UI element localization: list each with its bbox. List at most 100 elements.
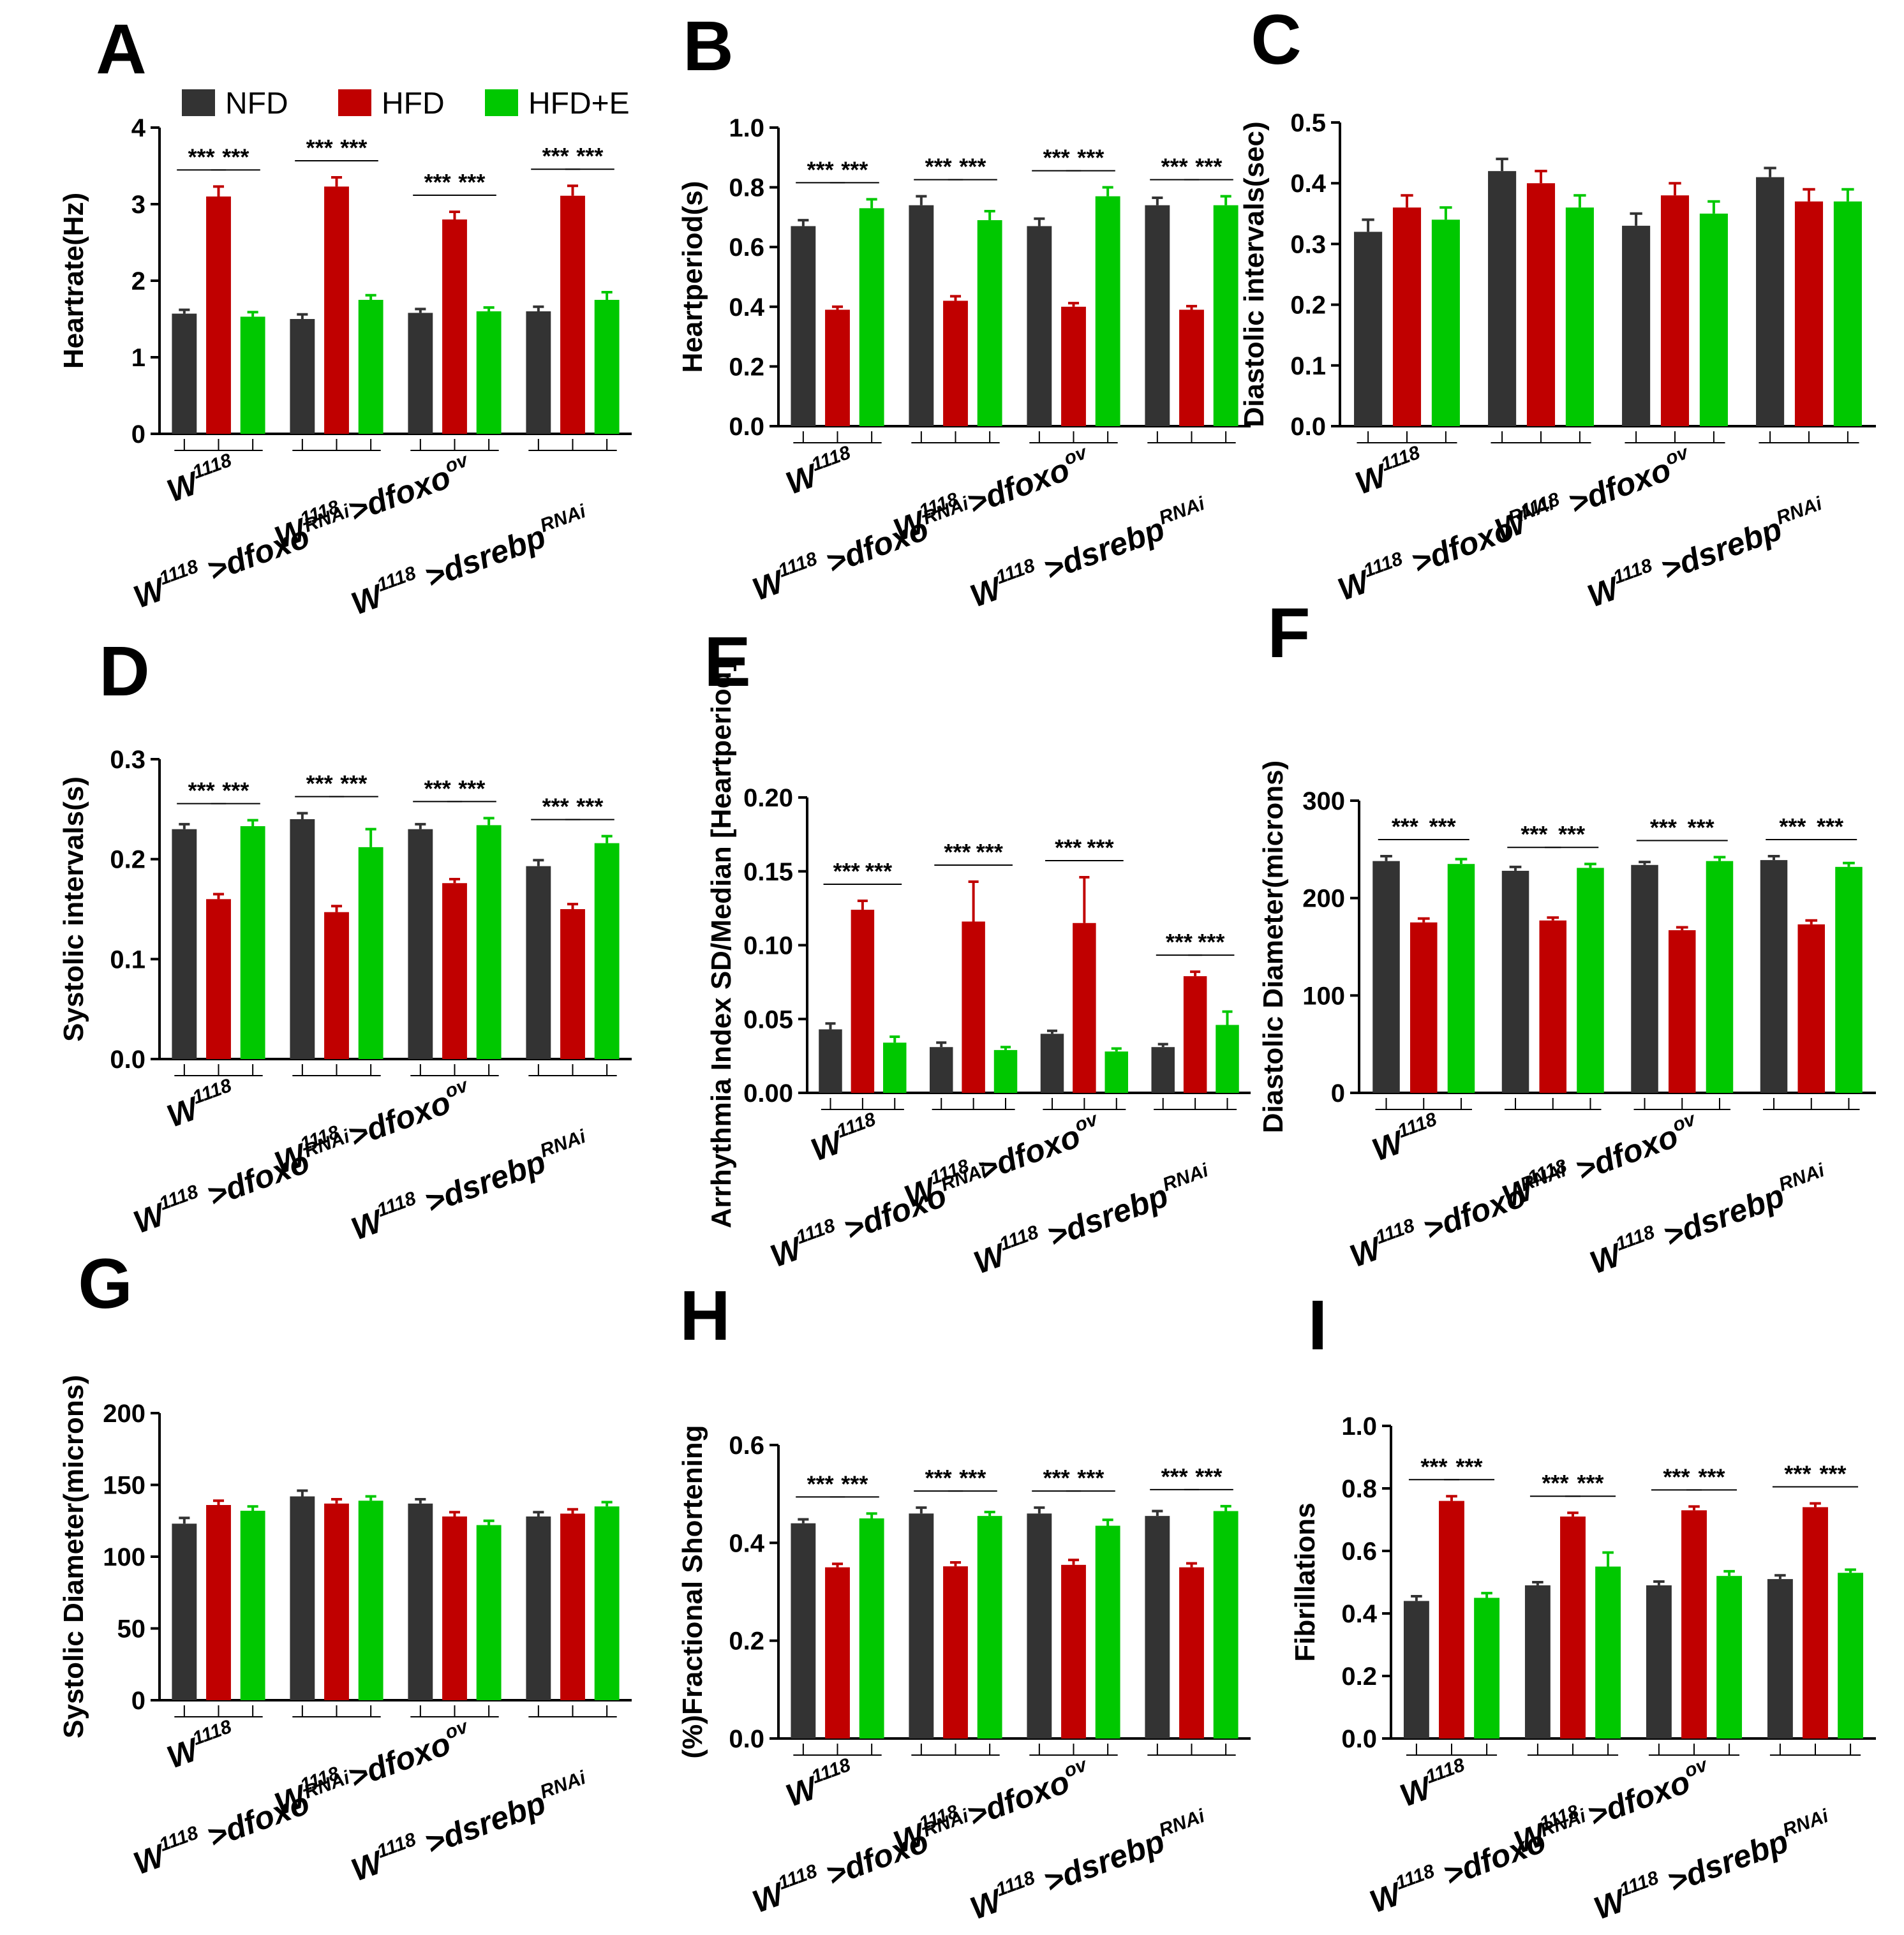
significance-marker: *** [1195, 154, 1222, 180]
bar-nfd-3 [408, 313, 433, 434]
error-bar [984, 1511, 995, 1516]
significance-marker: *** [1456, 1453, 1483, 1479]
group-label: W1118 >dsrebpRNAi [1582, 493, 1831, 614]
significance-marker: *** [1558, 821, 1585, 847]
error-bar [212, 893, 225, 900]
y-tick-label: 0.2 [1341, 1663, 1377, 1691]
group-label-base-sup: 1118 [190, 1716, 235, 1749]
error-bar [1845, 1568, 1856, 1573]
bar-hfd-1 [825, 309, 850, 426]
panel-letter: C [1251, 1, 1301, 79]
group-label-suffix: >dfoxo [1563, 1118, 1683, 1191]
error-bar [825, 1022, 836, 1030]
error-bar [1584, 863, 1596, 868]
error-bar [365, 293, 376, 300]
error-bar [179, 308, 190, 314]
bar-hfd-3 [1681, 1510, 1707, 1739]
significance-marker: *** [424, 169, 451, 195]
legend-swatch-nfd [182, 89, 215, 116]
bar-nfd-2 [1501, 870, 1529, 1093]
y-tick-label: 0.5 [1290, 109, 1326, 137]
group-label: W1118 >dsrebpRNAi [1589, 1805, 1838, 1927]
y-tick-label: 1.0 [729, 114, 764, 142]
error-bar [866, 198, 877, 209]
error-bar [297, 313, 308, 319]
error-bar [1573, 194, 1586, 208]
group-label: W1118 [780, 442, 859, 501]
significance-marker: *** [1166, 929, 1193, 955]
significance-marker: *** [976, 839, 1003, 865]
error-bar [866, 1512, 877, 1518]
group-label-base-sup: 1118 [993, 555, 1038, 588]
bar-hfde-2 [977, 1516, 1002, 1739]
group-label-suffix-sup: RNAi [537, 501, 589, 537]
y-tick-label: 0.6 [729, 1432, 764, 1460]
panel-letter: H [680, 1277, 730, 1355]
bar-nfd-2 [290, 819, 315, 1059]
y-axis-label: Systolic Diameter(microns) [58, 1375, 89, 1739]
error-bar [483, 817, 495, 826]
error-bar [601, 1501, 613, 1507]
error-bar [1190, 970, 1201, 977]
y-axis-label: Fibrillations [1290, 1502, 1321, 1661]
bar-hfd-4 [1183, 976, 1207, 1093]
bar-hfde-3 [476, 1525, 502, 1700]
group-label-suffix-sup: RNAi [537, 1767, 589, 1803]
bar-hfd-2 [962, 921, 985, 1093]
group-label-suffix: >dfoxo [336, 459, 456, 532]
y-tick-label: 0.4 [729, 1529, 764, 1557]
significance-marker: *** [340, 771, 367, 797]
bar-hfd-3 [1061, 306, 1086, 426]
bar-nfd-3 [1027, 1513, 1052, 1739]
bar-hfd-1 [825, 1567, 850, 1739]
bar-nfd-2 [929, 1047, 953, 1093]
error-bar [1439, 206, 1452, 220]
group-label-suffix: >dsrebp [412, 1785, 550, 1864]
group-label: W1118 [161, 450, 240, 509]
bar-hfde-3 [1699, 213, 1728, 426]
significance-marker: *** [542, 794, 569, 820]
group-label-suffix: >dsrebp [1655, 1823, 1793, 1902]
bar-hfde-1 [1474, 1598, 1500, 1739]
bar-hfde-4 [1833, 201, 1862, 426]
error-bar [179, 822, 190, 829]
bar-hfde-1 [883, 1042, 907, 1093]
significance-marker: *** [576, 794, 603, 820]
bar-hfd-2 [1526, 183, 1556, 426]
panel-letter: B [683, 7, 733, 85]
y-tick-label: 4 [131, 114, 146, 142]
group-label-base-sup: 1118 [156, 1181, 201, 1214]
bar-nfd-1 [1354, 232, 1383, 426]
y-tick-label: 0.2 [1290, 292, 1326, 320]
y-tick-label: 0.0 [1341, 1725, 1377, 1753]
significance-marker: *** [306, 135, 333, 161]
y-tick-label: 1 [131, 344, 145, 372]
error-bar [889, 1035, 900, 1043]
error-bar [1774, 1574, 1786, 1580]
error-bar [247, 311, 258, 317]
error-bar [1111, 1047, 1122, 1052]
bar-hfd-3 [1660, 195, 1690, 426]
bar-hfde-2 [358, 1501, 383, 1700]
error-bar [916, 195, 927, 205]
bar-hfd-1 [851, 909, 875, 1093]
error-bar [1102, 186, 1113, 196]
y-tick-label: 0.4 [1341, 1600, 1377, 1628]
error-bar [483, 1519, 495, 1525]
group-label-suffix-sup: RNAi [1156, 493, 1208, 529]
panel-a: A 0 1 2 3 4 Heartrate(Hz) *** *** *** *** *** *** ***… [58, 10, 632, 622]
significance-marker: *** [1542, 1470, 1568, 1496]
error-bar [1567, 1511, 1579, 1517]
significance-marker: *** [944, 839, 971, 865]
group-label-suffix-sup: RNAi [1780, 1805, 1832, 1841]
error-bar [1496, 158, 1508, 172]
bar-hfd-4 [1179, 309, 1204, 426]
bar-hfde-3 [1095, 196, 1120, 426]
bar-hfde-3 [1716, 1576, 1743, 1739]
bar-nfd-3 [408, 1503, 433, 1700]
group-label: W1118 [806, 1109, 884, 1168]
group-label: W1118 >dfoxoov [888, 1754, 1097, 1860]
bar-hfde-2 [977, 220, 1002, 426]
group-label-base-sup: 1118 [809, 1754, 854, 1788]
bar-nfd-2 [909, 1513, 934, 1739]
